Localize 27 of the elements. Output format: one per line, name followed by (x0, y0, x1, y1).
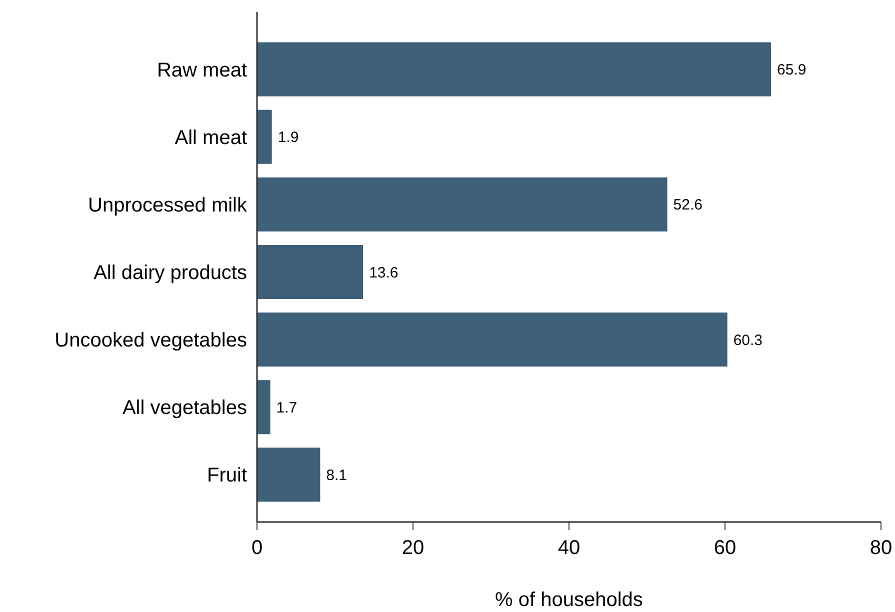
data-label: 65.9 (777, 62, 806, 79)
bar (257, 177, 668, 232)
bar (257, 448, 320, 502)
data-label: 60.3 (733, 332, 763, 349)
y-tick-label: Uncooked vegetables (54, 330, 247, 352)
data-label: 1.9 (278, 129, 299, 146)
bar (257, 110, 272, 164)
data-label: 13.6 (369, 264, 398, 282)
y-tick-label: Unprocessed milk (88, 194, 248, 216)
y-tick-label: Fruit (207, 464, 248, 487)
x-tick-label: 0 (251, 537, 263, 559)
x-tick-label: 20 (402, 537, 424, 559)
bar (257, 244, 364, 300)
y-tick-label: All vegetables (122, 397, 247, 420)
y-tick-label: Raw meat (156, 59, 248, 82)
x-tick-label: 80 (870, 537, 892, 559)
x-tick-label: 40 (558, 537, 580, 559)
y-tick-label: All dairy products (94, 262, 247, 284)
x-tick-label: 60 (714, 537, 736, 559)
data-label: 52.6 (673, 196, 702, 214)
data-label: 8.1 (326, 466, 348, 484)
bar (257, 42, 772, 96)
bar (257, 380, 270, 434)
data-label: 1.7 (276, 399, 298, 416)
x-axis-title: % of households (495, 589, 643, 611)
bar (257, 312, 728, 367)
y-tick-label: All meat (174, 126, 248, 149)
